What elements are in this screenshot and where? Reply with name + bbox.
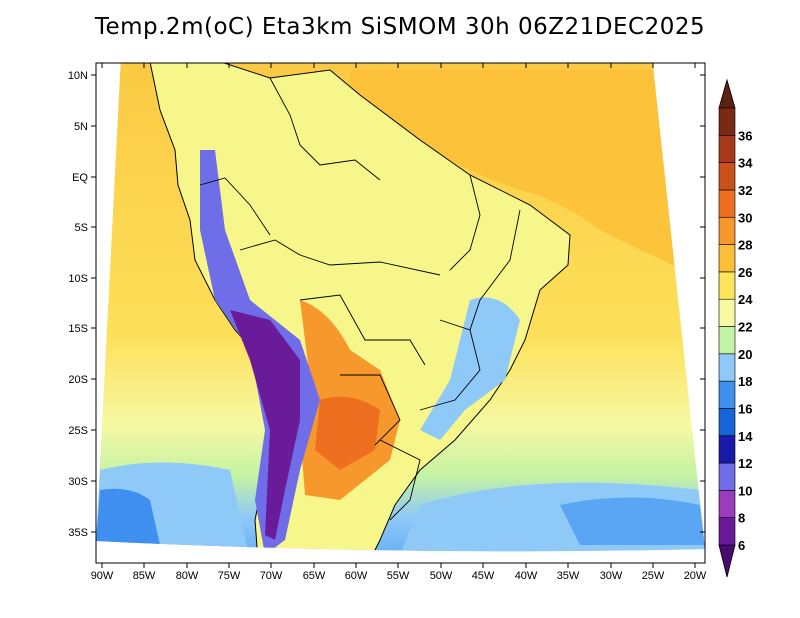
map-area bbox=[96, 63, 705, 552]
lat-label: EQ bbox=[72, 172, 88, 184]
lon-tick-group-5: 65W bbox=[303, 63, 326, 582]
colorbar-max-arrow bbox=[718, 78, 736, 109]
colorbar-level-label: 10 bbox=[738, 483, 752, 498]
lon-label: 75W bbox=[218, 570, 241, 582]
colorbar-level-label: 24 bbox=[738, 292, 753, 307]
colorbar-swatch bbox=[718, 271, 736, 300]
colorbar-swatch bbox=[718, 216, 736, 245]
country-borders bbox=[199, 77, 521, 521]
colorbar-level-label: 12 bbox=[738, 456, 752, 471]
lat-label: 5S bbox=[75, 222, 88, 234]
lat-label: 10N bbox=[68, 70, 88, 82]
lon-tick-group-4: 70W bbox=[260, 63, 283, 582]
lon-label: 85W bbox=[133, 570, 156, 582]
lat-tick-group-8: 30S bbox=[68, 476, 705, 488]
lon-label: 45W bbox=[472, 570, 495, 582]
colorbar-swatch bbox=[718, 380, 736, 409]
south-atlantic-cold-core bbox=[560, 497, 705, 545]
lat-axis: 10N 5N EQ 5S 10S 15S 20S 25S 30S 35S bbox=[68, 70, 705, 539]
lat-tick-group-2: EQ bbox=[72, 172, 705, 184]
lat-label: 10S bbox=[68, 273, 88, 285]
lon-label: 65W bbox=[303, 570, 326, 582]
lon-label: 80W bbox=[176, 570, 199, 582]
colorbar-level-label: 18 bbox=[738, 374, 752, 389]
colorbar-swatch bbox=[718, 298, 736, 327]
colorbar-swatch bbox=[718, 490, 736, 518]
lon-tick-group-2: 80W bbox=[176, 63, 199, 582]
lon-tick-group-3: 75W bbox=[218, 63, 241, 582]
colorbar-level-label: 36 bbox=[738, 128, 752, 143]
colorbar-level-label: 6 bbox=[738, 538, 745, 553]
lat-label: 15S bbox=[68, 323, 88, 335]
lon-tick-group-8: 50W bbox=[430, 63, 453, 582]
lat-tick-group-3: 5S bbox=[75, 222, 705, 234]
andes-core bbox=[230, 310, 300, 540]
south-america-land bbox=[149, 63, 571, 552]
colorbar-swatch bbox=[718, 353, 736, 382]
lat-tick-group-6: 20S bbox=[68, 374, 705, 386]
colorbar-swatch bbox=[718, 326, 736, 355]
colorbar-swatch bbox=[718, 462, 736, 491]
colorbar-level-label: 26 bbox=[738, 265, 752, 280]
lon-label: 20W bbox=[684, 570, 707, 582]
atlantic-warm-zone bbox=[350, 70, 705, 280]
pacific-cold-core bbox=[96, 488, 160, 545]
lat-tick-group-7: 25S bbox=[68, 425, 705, 437]
colorbar-level-label: 14 bbox=[738, 429, 753, 444]
lon-tick-group-11: 35W bbox=[557, 63, 580, 582]
colorbar-swatch bbox=[718, 244, 736, 273]
colorbar-level-label: 8 bbox=[738, 511, 745, 526]
lat-tick-group-9: 35S bbox=[68, 527, 705, 539]
lon-tick-group-6: 60W bbox=[345, 63, 368, 582]
lat-tick-group-0: 10N bbox=[68, 70, 705, 82]
colorbar-swatch bbox=[718, 517, 736, 546]
lat-tick-group-5: 15S bbox=[68, 323, 705, 335]
lon-tick-group-12: 30W bbox=[600, 63, 623, 582]
lat-label: 20S bbox=[68, 374, 88, 386]
lat-label: 25S bbox=[68, 425, 88, 437]
colorbar-level-label: 16 bbox=[738, 401, 752, 416]
lat-label: 30S bbox=[68, 476, 88, 488]
colorbar: 6 8 10 12 14 16 18 20 22 24 26 28 30 32 34 36 bbox=[718, 78, 753, 578]
brazil-highlands-cool bbox=[420, 297, 520, 440]
lon-label: 30W bbox=[600, 570, 623, 582]
lat-tick-group-4: 10S bbox=[68, 273, 705, 285]
colorbar-swatch bbox=[718, 435, 736, 464]
colorbar-level-label: 22 bbox=[738, 320, 752, 335]
map-title: Temp.2m(oC) Eta3km SiSMOM 30h 06Z21DEC20… bbox=[94, 14, 706, 40]
map-frame bbox=[95, 62, 706, 564]
colorbar-swatch bbox=[718, 408, 736, 437]
lon-label: 70W bbox=[260, 570, 283, 582]
lon-tick-group-10: 40W bbox=[515, 63, 538, 582]
colorbar-level-label: 20 bbox=[738, 347, 752, 362]
lon-tick-group-7: 55W bbox=[387, 63, 410, 582]
hot-land-core bbox=[315, 396, 380, 470]
colorbar-swatch bbox=[718, 162, 736, 191]
colorbar-level-label: 28 bbox=[738, 238, 752, 253]
colorbar-min-arrow bbox=[718, 544, 736, 578]
lon-label: 90W bbox=[91, 570, 114, 582]
lat-tick-group-1: 5N bbox=[74, 121, 705, 133]
lon-label: 25W bbox=[642, 570, 665, 582]
lon-label: 35W bbox=[557, 570, 580, 582]
colorbar-swatch bbox=[718, 135, 736, 163]
lon-label: 60W bbox=[345, 570, 368, 582]
colorbar-level-label: 30 bbox=[738, 210, 752, 225]
colorbar-swatch bbox=[718, 189, 736, 218]
lon-tick-group-9: 45W bbox=[472, 63, 495, 582]
lon-axis: 90W 85W 80W 75W 70W 65W 60W 55W 50W 45W … bbox=[91, 63, 707, 582]
lon-label: 40W bbox=[515, 570, 538, 582]
colorbar-level-label: 34 bbox=[738, 156, 753, 171]
lon-label: 55W bbox=[387, 570, 410, 582]
lon-label: 50W bbox=[430, 570, 453, 582]
lon-tick-group-1: 85W bbox=[133, 63, 156, 582]
lon-tick-group-14: 20W bbox=[684, 63, 707, 582]
lon-tick-group-13: 25W bbox=[642, 63, 665, 582]
lat-label: 35S bbox=[68, 527, 88, 539]
colorbar-swatch bbox=[718, 107, 736, 136]
lon-tick-group-0: 90W bbox=[91, 63, 114, 582]
lat-label: 5N bbox=[74, 121, 88, 133]
colorbar-level-label: 32 bbox=[738, 183, 752, 198]
